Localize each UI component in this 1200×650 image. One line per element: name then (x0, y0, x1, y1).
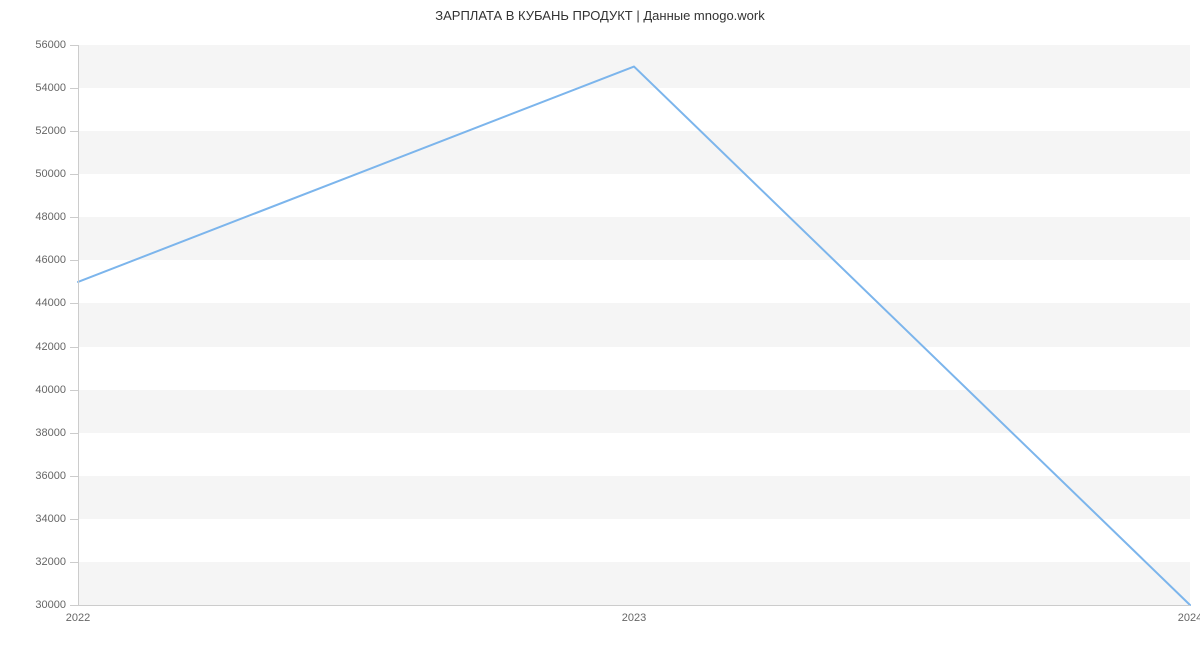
y-tick-label: 38000 (0, 427, 66, 439)
y-tick-label: 48000 (0, 211, 66, 223)
y-tick (70, 131, 78, 132)
y-tick (70, 88, 78, 89)
y-tick-label: 56000 (0, 39, 66, 51)
series-path (78, 67, 1190, 605)
y-tick (70, 519, 78, 520)
y-tick (70, 390, 78, 391)
y-tick-label: 30000 (0, 599, 66, 611)
y-tick (70, 562, 78, 563)
series-line (78, 45, 1190, 605)
y-tick-label: 50000 (0, 168, 66, 180)
x-tick-label: 2022 (66, 612, 90, 624)
y-tick-label: 46000 (0, 254, 66, 266)
line-chart: ЗАРПЛАТА В КУБАНЬ ПРОДУКТ | Данные mnogo… (0, 0, 1200, 650)
y-tick-label: 36000 (0, 470, 66, 482)
x-tick-label: 2024 (1178, 612, 1200, 624)
y-tick-label: 54000 (0, 82, 66, 94)
y-axis-line (78, 45, 79, 605)
y-tick-label: 42000 (0, 341, 66, 353)
y-tick (70, 174, 78, 175)
y-tick-label: 52000 (0, 125, 66, 137)
y-tick (70, 303, 78, 304)
y-tick-label: 32000 (0, 556, 66, 568)
y-tick (70, 433, 78, 434)
y-tick-label: 44000 (0, 297, 66, 309)
y-tick (70, 217, 78, 218)
plot-area (78, 45, 1190, 605)
x-tick-label: 2023 (622, 612, 646, 624)
y-tick-label: 34000 (0, 513, 66, 525)
y-tick (70, 476, 78, 477)
y-tick (70, 260, 78, 261)
y-tick (70, 605, 78, 606)
y-tick-label: 40000 (0, 384, 66, 396)
y-tick (70, 45, 78, 46)
x-axis-line (78, 605, 1190, 606)
y-tick (70, 347, 78, 348)
chart-title: ЗАРПЛАТА В КУБАНЬ ПРОДУКТ | Данные mnogo… (0, 8, 1200, 23)
